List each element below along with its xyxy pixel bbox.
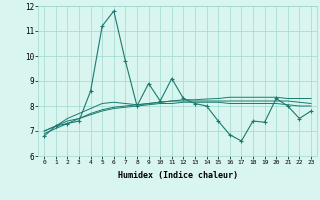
X-axis label: Humidex (Indice chaleur): Humidex (Indice chaleur) bbox=[118, 171, 238, 180]
